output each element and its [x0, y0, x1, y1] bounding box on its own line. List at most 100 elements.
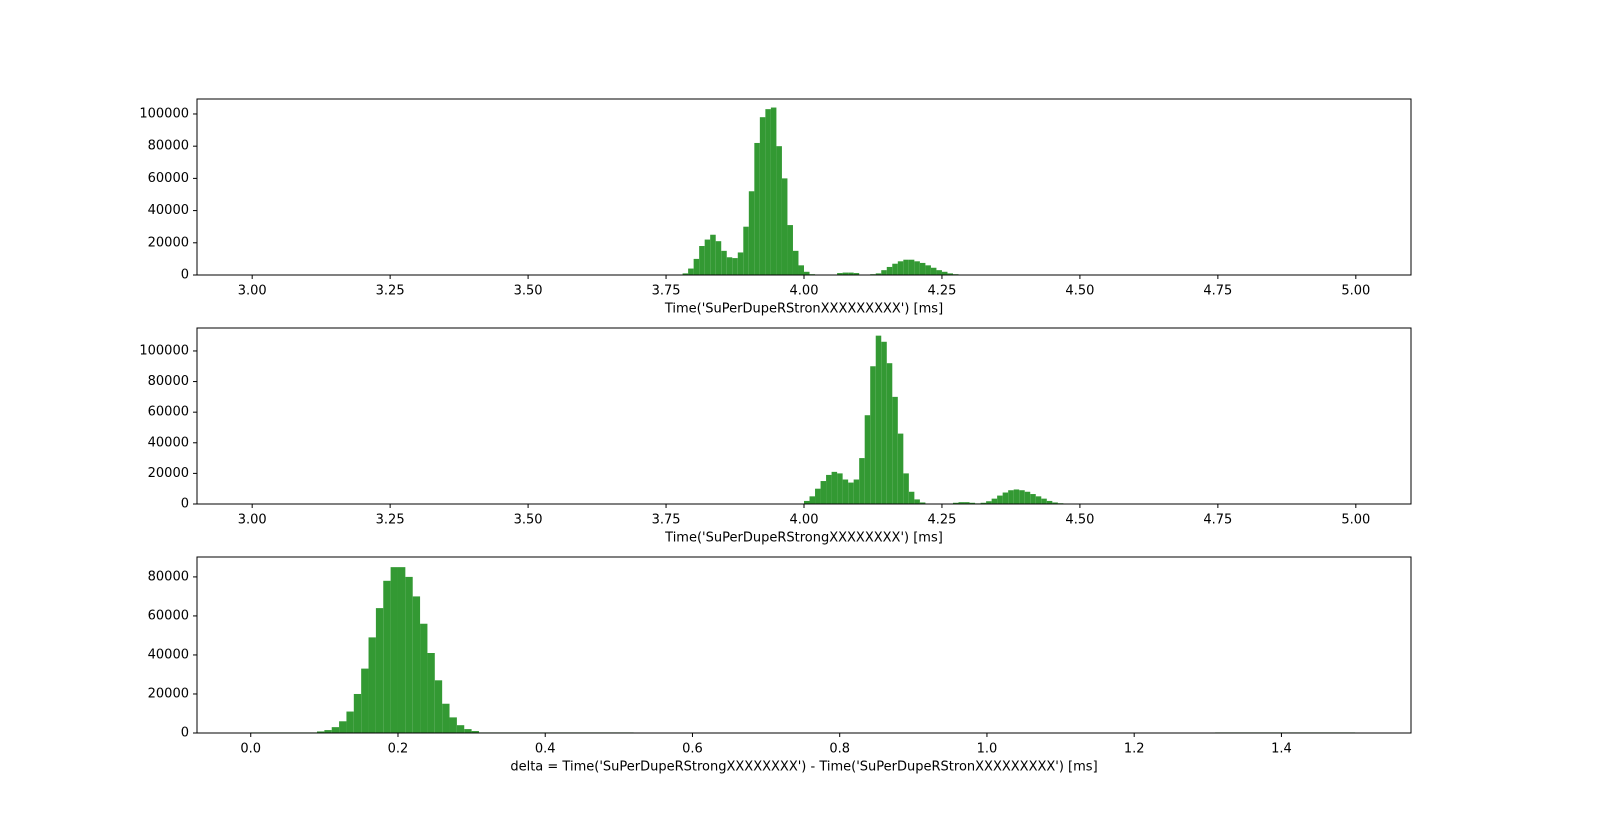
bar	[837, 273, 843, 275]
y-tick-label: 20000	[148, 466, 189, 481]
bar	[1002, 492, 1009, 504]
bar	[427, 653, 435, 733]
bar	[881, 270, 887, 275]
x-tick-label: 4.00	[790, 284, 819, 299]
bar	[754, 142, 760, 275]
bar	[1041, 498, 1047, 504]
x-tick-label: 3.00	[238, 284, 267, 299]
x-tick-label: 4.00	[790, 513, 819, 528]
y-tick-label: 80000	[148, 139, 189, 154]
bar	[881, 341, 887, 504]
y-tick-label: 60000	[148, 608, 189, 623]
bar	[980, 502, 987, 504]
x-tick-label: 4.25	[927, 513, 956, 528]
bar	[715, 241, 722, 275]
bar	[864, 415, 871, 504]
x-tick-label: 3.75	[652, 513, 681, 528]
y-tick-label: 100000	[139, 106, 189, 121]
bar	[870, 366, 876, 504]
y-tick-label: 100000	[139, 343, 189, 358]
bar	[456, 725, 465, 733]
bar	[1046, 500, 1053, 504]
bar	[368, 637, 376, 733]
bar	[682, 273, 689, 275]
x-axis-label: Time('SuPerDupeRStrongXXXXXXXX') [ms]	[664, 531, 943, 546]
bar	[826, 474, 832, 504]
bar	[759, 117, 766, 275]
bar	[324, 730, 332, 733]
bar	[390, 567, 398, 733]
y-tick-label: 0	[181, 268, 189, 283]
y-tick-label: 80000	[148, 374, 189, 389]
bar	[420, 623, 428, 733]
x-tick-label: 0.4	[535, 742, 556, 757]
bar	[781, 178, 788, 275]
x-tick-label: 4.75	[1203, 284, 1232, 299]
x-tick-label: 4.50	[1065, 513, 1094, 528]
y-tick-label: 20000	[148, 235, 189, 250]
x-tick-label: 3.25	[376, 284, 405, 299]
bar	[853, 479, 860, 504]
bar	[383, 580, 391, 733]
bar	[815, 488, 821, 504]
x-tick-label: 0.6	[682, 742, 703, 757]
bar	[434, 680, 443, 733]
bar	[831, 471, 838, 504]
bar	[1019, 490, 1025, 504]
y-tick-label: 80000	[148, 569, 189, 584]
bar	[699, 246, 705, 275]
y-tick-label: 60000	[148, 405, 189, 420]
y-tick-label: 0	[181, 726, 189, 741]
y-tick-label: 40000	[148, 647, 189, 662]
bar	[914, 261, 920, 275]
bar	[361, 668, 369, 733]
bar	[353, 693, 362, 733]
bar	[964, 502, 970, 504]
bar	[820, 481, 827, 504]
bar	[1035, 496, 1042, 504]
x-tick-label: 3.00	[238, 513, 267, 528]
x-axis-label: Time('SuPerDupeRStronXXXXXXXXX') [ms]	[664, 302, 943, 317]
axes-frame	[196, 98, 1412, 276]
bar	[941, 271, 948, 275]
bar	[969, 502, 976, 504]
bar	[958, 502, 965, 504]
x-tick-label: 3.50	[514, 513, 543, 528]
bar	[804, 500, 810, 504]
y-tick-label: 40000	[148, 203, 189, 218]
x-tick-label: 1.4	[1271, 742, 1292, 757]
bar	[903, 259, 909, 275]
bar	[936, 270, 942, 275]
bar	[770, 107, 777, 276]
bar	[743, 226, 749, 275]
x-tick-label: 0.0	[240, 742, 261, 757]
y-tick-label: 20000	[148, 686, 189, 701]
bar	[875, 273, 882, 275]
bar	[1013, 489, 1020, 504]
bar	[748, 191, 755, 275]
bar	[732, 258, 738, 275]
bar	[848, 272, 854, 275]
bar	[1052, 502, 1058, 504]
bar	[897, 433, 904, 504]
bar	[886, 266, 893, 275]
bar	[986, 501, 992, 504]
bar	[809, 496, 816, 504]
bar	[804, 271, 810, 275]
bar	[442, 703, 450, 733]
x-tick-label: 5.00	[1341, 284, 1370, 299]
bar	[853, 273, 860, 275]
bar	[897, 261, 904, 275]
bar	[919, 502, 926, 504]
bar	[837, 473, 843, 504]
y-tick-label: 60000	[148, 171, 189, 186]
bar	[471, 731, 479, 733]
bar	[449, 717, 457, 733]
bar	[1008, 490, 1014, 504]
x-tick-label: 3.50	[514, 284, 543, 299]
bar	[997, 495, 1003, 504]
bar	[892, 263, 898, 275]
bar	[952, 502, 959, 504]
y-tick-label: 40000	[148, 435, 189, 450]
